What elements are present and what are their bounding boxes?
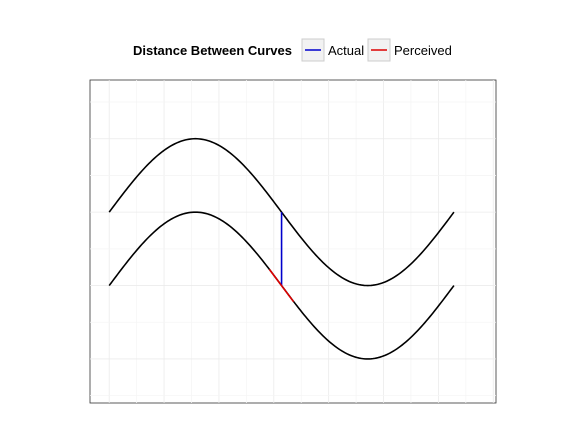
legend-label-actual: Actual — [328, 43, 364, 58]
legend: Distance Between Curves Actual Perceived — [133, 38, 452, 62]
legend-label-perceived: Perceived — [394, 43, 452, 58]
plot-panel — [89, 79, 497, 404]
legend-title: Distance Between Curves — [133, 43, 292, 58]
distance-markers — [268, 212, 295, 303]
series-perceived-line — [268, 268, 295, 303]
